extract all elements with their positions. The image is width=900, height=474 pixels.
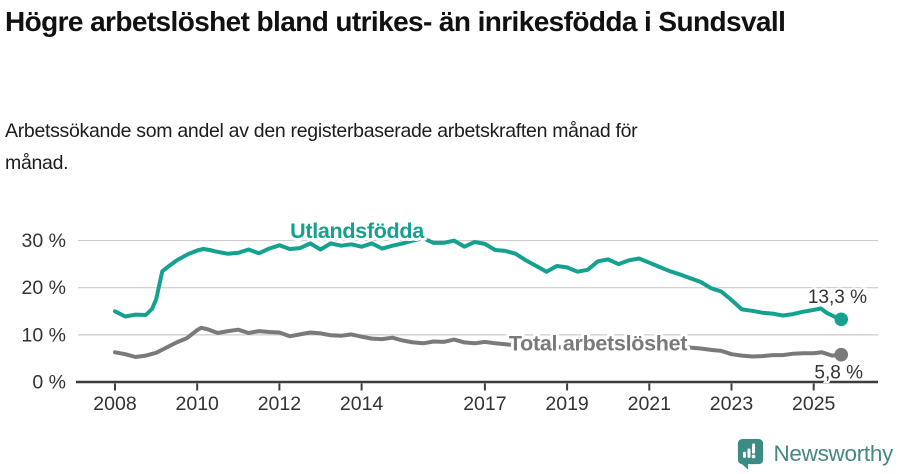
y-axis-labels: 0 % 10 % 20 % 30 % bbox=[22, 230, 66, 393]
y-tick-label: 20 % bbox=[22, 277, 66, 299]
x-tick-label: 2010 bbox=[176, 393, 220, 415]
newsworthy-logo-icon bbox=[738, 438, 764, 470]
brand-name: Newsworthy bbox=[773, 440, 893, 466]
y-tick-label: 30 % bbox=[22, 230, 66, 252]
bar-small bbox=[743, 451, 747, 458]
series-label: Utlandsfödda bbox=[290, 219, 425, 243]
x-tick-label: 2019 bbox=[545, 393, 588, 415]
gridlines bbox=[78, 239, 878, 336]
x-tick-label: 2021 bbox=[628, 393, 671, 415]
y-tick-label: 0 % bbox=[32, 372, 66, 394]
exclamation-bar bbox=[752, 443, 756, 454]
y-tick-label: 10 % bbox=[22, 324, 66, 346]
series-total bbox=[113, 325, 849, 362]
x-tick-label: 2023 bbox=[710, 393, 753, 415]
x-axis: 2008 2010 2012 2014 2017 2019 2021 2023 2025 bbox=[76, 380, 878, 415]
bar-tall bbox=[747, 448, 751, 458]
end-value-label: 13,3 % bbox=[808, 287, 867, 308]
exclamation-dot bbox=[752, 454, 756, 459]
data-line bbox=[113, 325, 844, 359]
page-title: Högre arbetslöshet bland utrikes- än inr… bbox=[5, 6, 786, 37]
x-tick-label: 2025 bbox=[792, 393, 836, 415]
end-point-dot bbox=[834, 347, 849, 362]
chart-subtitle: Arbetssökande som andel av den registerb… bbox=[5, 120, 638, 175]
x-tick-label: 2008 bbox=[93, 393, 136, 415]
end-value-label: 5,8 % bbox=[814, 363, 863, 384]
series-label: Total arbetslöshet bbox=[509, 332, 687, 356]
series-utlandsfodda bbox=[113, 236, 849, 327]
end-point-dot bbox=[834, 312, 849, 327]
x-tick-label: 2017 bbox=[463, 393, 506, 415]
newsworthy-brand: Newsworthy bbox=[735, 436, 893, 471]
x-tick-label: 2014 bbox=[340, 393, 384, 415]
x-tick-label: 2012 bbox=[258, 393, 301, 415]
data-line bbox=[113, 236, 844, 322]
unemployment-line-chart: 0 %10 %20 %30 %2008 2010 2012 2014 2017 2019 2… bbox=[22, 216, 878, 415]
